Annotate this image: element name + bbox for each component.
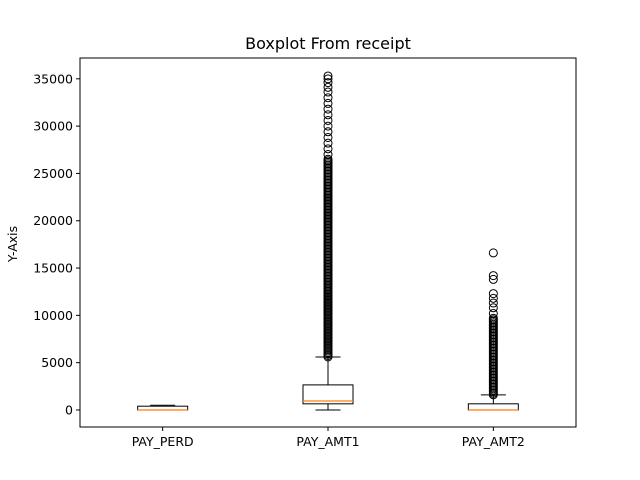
outlier-marker (323, 127, 333, 137)
outlier-marker (323, 115, 333, 125)
outlier-marker (323, 138, 333, 148)
y-tick-label: 25000 (33, 166, 73, 181)
outlier-marker (488, 248, 498, 258)
plot-area: 0 5000 10000 15000 20000 25000 30000 35000 PAY_P… (33, 71, 525, 449)
y-tick-label: 15000 (33, 261, 73, 276)
x-tick-label: PAY_PERD (132, 434, 194, 449)
outlier-marker (323, 82, 333, 92)
outlier-marker (323, 87, 333, 97)
outlier-marker (488, 289, 498, 299)
outlier-marker (488, 293, 498, 303)
outlier-marker (323, 71, 333, 81)
y-tick-label: 10000 (33, 308, 73, 323)
y-tick-label: 35000 (33, 71, 73, 86)
outlier-marker (323, 154, 333, 164)
x-tick-label: PAY_AMT1 (296, 434, 359, 449)
x-tick-label: PAY_AMT2 (462, 434, 525, 449)
outlier-marker (323, 121, 333, 131)
outlier-marker (323, 144, 333, 154)
axes-frame (79, 57, 577, 428)
outlier-marker (488, 271, 498, 281)
outlier-marker (323, 110, 333, 120)
outlier-marker (488, 313, 498, 323)
outlier-marker (323, 93, 333, 103)
y-tick-label: 30000 (33, 119, 73, 134)
y-tick-label: 0 (65, 402, 73, 417)
y-axis-label: Y-Axis (5, 226, 20, 263)
outlier-marker (488, 308, 498, 318)
outlier-marker (323, 74, 333, 84)
outlier-marker (323, 104, 333, 114)
y-tick-label: 5000 (41, 355, 73, 370)
outlier-marker (488, 298, 498, 308)
box-body (467, 403, 519, 411)
outlier-marker (488, 303, 498, 313)
box-body (302, 384, 354, 405)
outlier-marker (323, 150, 333, 160)
y-tick-label: 20000 (33, 213, 73, 228)
outlier-marker (323, 132, 333, 142)
chart-title: Boxplot From receipt (245, 34, 411, 53)
outlier-marker (488, 274, 498, 284)
outlier-marker (323, 98, 333, 108)
outlier-marker (323, 78, 333, 88)
